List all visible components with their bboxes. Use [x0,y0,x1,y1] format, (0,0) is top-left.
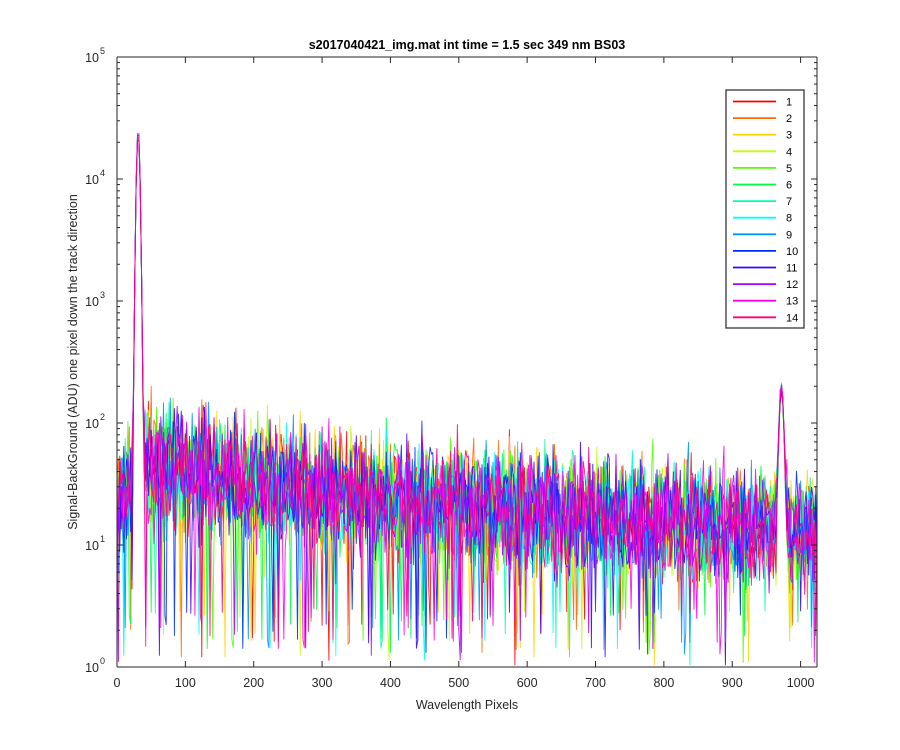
y-tick-exponent: 4 [100,168,105,178]
x-tick-label: 1000 [787,676,815,690]
x-tick-label: 100 [175,676,196,690]
legend-entry: 14 [786,312,798,324]
legend-entry: 7 [786,196,792,208]
x-tick-label: 500 [448,676,469,690]
x-tick-label: 600 [517,676,538,690]
y-tick-exponent: 3 [100,290,105,300]
y-axis-label: Signal-BackGround (ADU) one pixel down t… [66,194,80,530]
x-tick-label: 200 [243,676,264,690]
legend-entry: 13 [786,296,798,308]
series-line-11 [116,140,818,666]
x-axis-label: Wavelength Pixels [416,698,518,712]
legend-entry: 12 [786,279,798,291]
x-tick-label: 300 [312,676,333,690]
legend-entry: 1 [786,97,792,109]
x-tick-label: 800 [653,676,674,690]
y-tick-label: 10 [85,295,99,309]
series-line-12 [116,136,818,662]
y-tick-label: 10 [85,539,99,553]
y-tick-label: 10 [85,51,99,65]
y-tick-label: 10 [85,173,99,187]
legend-entry: 11 [786,263,797,275]
x-tick-label: 0 [114,676,121,690]
y-tick-exponent: 5 [100,46,105,56]
y-tick-exponent: 2 [100,412,105,422]
legend-entry: 6 [786,180,792,192]
legend-entry: 4 [786,146,792,158]
legend-entry: 5 [786,163,792,175]
legend-entry: 10 [786,246,798,258]
x-tick-label: 400 [380,676,401,690]
x-tick-label: 700 [585,676,606,690]
y-tick-label: 10 [85,661,99,675]
legend-entry: 9 [786,229,792,241]
legend-box [725,89,805,329]
legend-entry: 3 [786,130,792,142]
y-tick-label: 10 [85,417,99,431]
x-tick-label: 900 [722,676,743,690]
y-tick-exponent: 0 [100,656,105,666]
axes-frame [116,56,818,668]
y-tick-exponent: 1 [100,534,105,544]
series-line-14 [116,138,818,653]
legend-entry: 8 [786,213,792,225]
series-layer [116,133,818,666]
legend-entry: 2 [786,113,792,125]
chart-title: s2017040421_img.mat int time = 1.5 sec 3… [309,38,626,52]
